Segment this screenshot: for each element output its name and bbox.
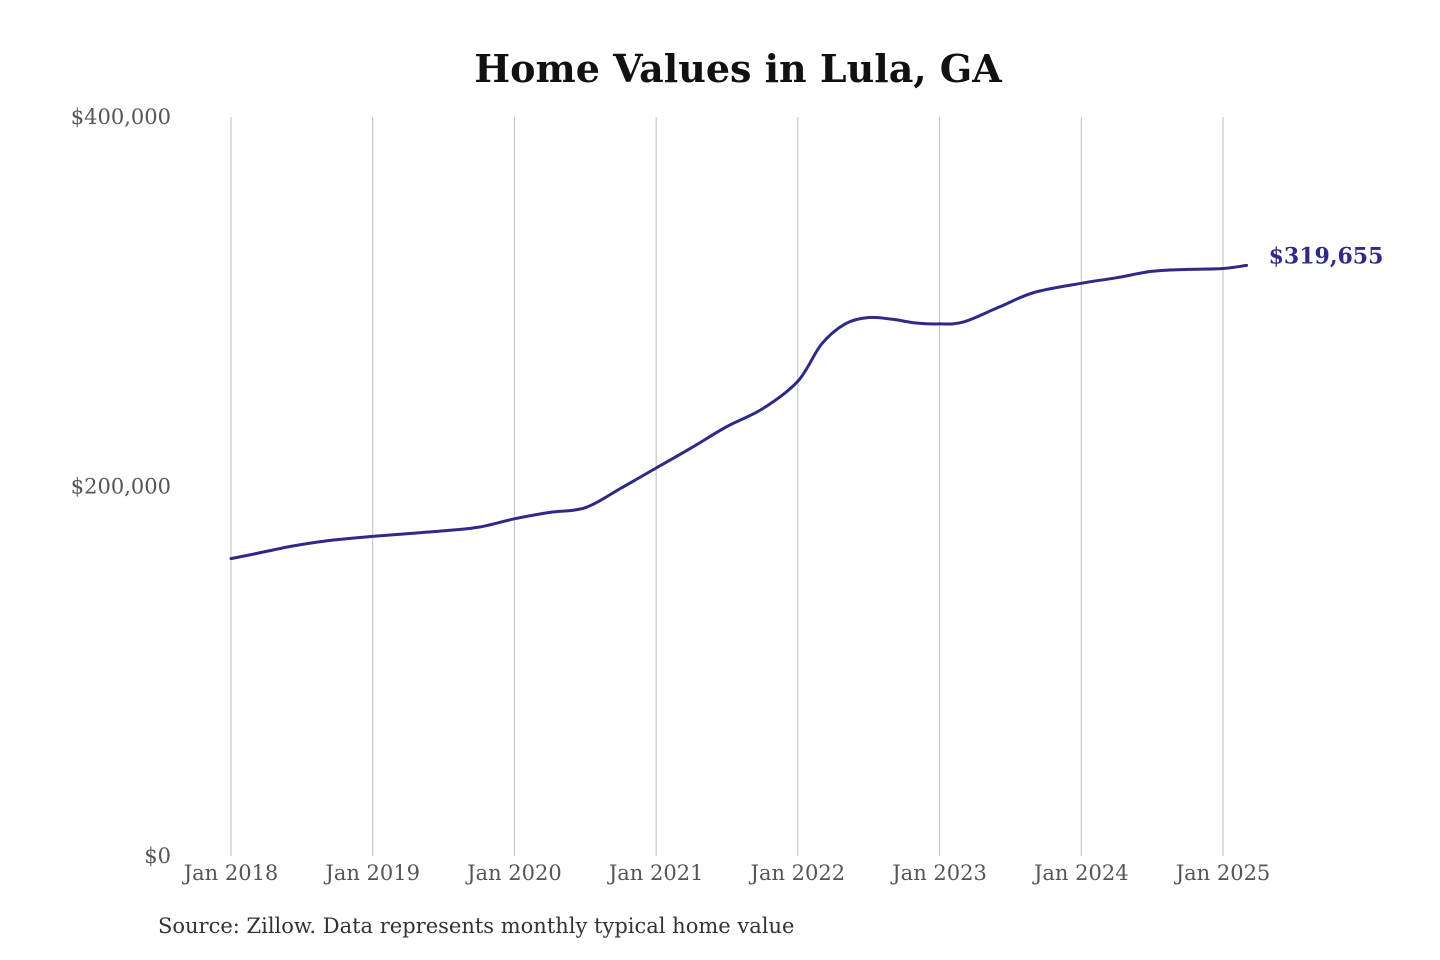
x-tick-label: Jan 2020 bbox=[465, 861, 562, 885]
source-note: Source: Zillow. Data represents monthly … bbox=[158, 914, 795, 938]
chart-title: Home Values in Lula, GA bbox=[474, 46, 1002, 91]
x-tick-label: Jan 2022 bbox=[749, 861, 846, 885]
x-axis-tick-labels: Jan 2018 Jan 2019 Jan 2020 Jan 2021 Jan 2022… bbox=[182, 861, 1271, 885]
series-layer bbox=[229, 263, 1249, 561]
end-label-layer: $319,655 bbox=[1269, 243, 1384, 269]
series-line bbox=[229, 263, 1249, 561]
x-tick-label: Jan 2024 bbox=[1032, 861, 1129, 885]
y-tick-label: $400,000 bbox=[71, 105, 171, 129]
y-tick-label: $200,000 bbox=[71, 475, 171, 499]
x-tick-label: Jan 2018 bbox=[182, 861, 279, 885]
x-tick-label: Jan 2023 bbox=[890, 861, 987, 885]
x-tick-label: Jan 2019 bbox=[323, 861, 420, 885]
x-tick-label: Jan 2025 bbox=[1174, 861, 1271, 885]
gridlines bbox=[230, 117, 1224, 856]
y-tick-label: $0 bbox=[144, 844, 171, 868]
x-tick-label: Jan 2021 bbox=[607, 861, 704, 885]
end-value-label: $319,655 bbox=[1269, 243, 1384, 269]
y-axis-tick-labels: $0 $200,000 $400,000 bbox=[71, 105, 171, 868]
